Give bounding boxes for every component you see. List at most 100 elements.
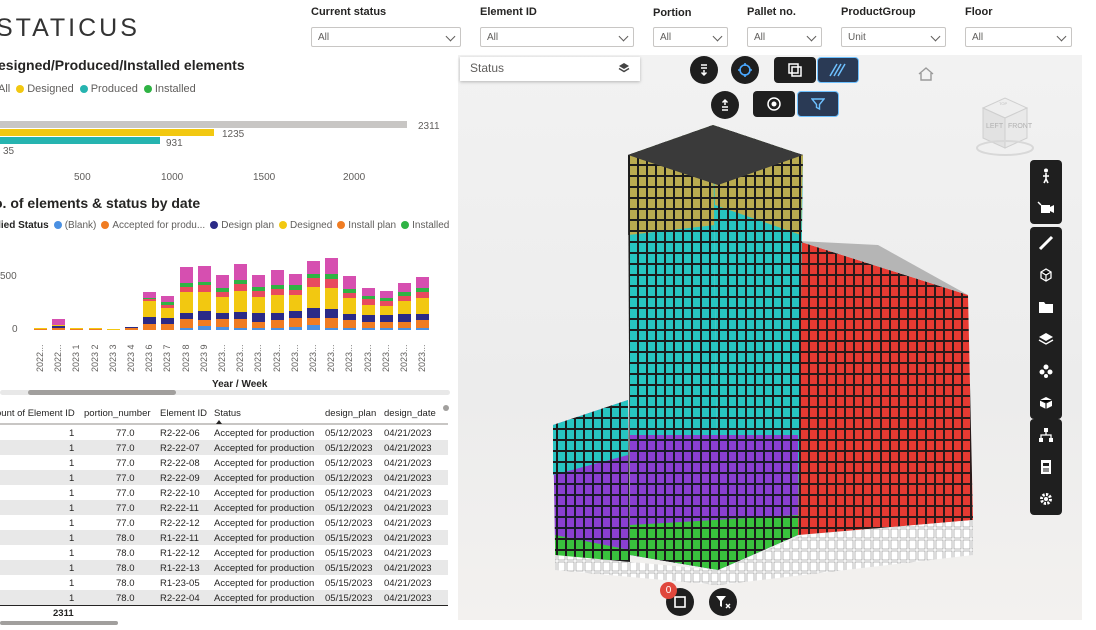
stack-segment[interactable] <box>125 327 138 330</box>
table-row[interactable]: 1 77.0 R2-22-09 Accepted for production 05/1… <box>0 470 448 485</box>
slicer-dropdown[interactable]: Unit <box>841 27 946 47</box>
stack-segment[interactable] <box>343 275 357 289</box>
stack-segment[interactable] <box>398 327 411 330</box>
stack-segment[interactable] <box>34 328 47 330</box>
stack-segment[interactable] <box>343 288 357 293</box>
slicer-dropdown[interactable]: All <box>480 27 634 47</box>
table-row[interactable]: 1 77.0 R2-22-08 Accepted for production 05/1… <box>0 455 448 470</box>
stack-segment[interactable] <box>343 320 357 328</box>
stack-segment[interactable] <box>307 286 320 308</box>
stack-segment[interactable] <box>234 280 248 285</box>
stack-segment[interactable] <box>234 319 248 328</box>
table-row[interactable]: 1 77.0 R2-22-06 Accepted for production 05/1… <box>0 425 448 440</box>
download-button[interactable] <box>690 56 718 84</box>
stack-segment[interactable] <box>416 291 430 299</box>
stack-segment[interactable] <box>179 319 193 328</box>
slicer-dropdown[interactable]: All <box>311 27 461 47</box>
stack-segment[interactable] <box>197 320 211 326</box>
col-header[interactable]: ount of Element ID <box>0 408 75 419</box>
stack-segment[interactable] <box>307 278 320 287</box>
stack-segment[interactable] <box>361 327 375 330</box>
table-hscroll[interactable] <box>0 621 118 625</box>
isolate-button[interactable] <box>753 91 795 117</box>
stack-segment[interactable] <box>179 327 193 330</box>
stack-segment[interactable] <box>307 324 320 330</box>
stack-segment[interactable] <box>252 286 266 291</box>
stack-segment[interactable] <box>379 305 393 316</box>
stack-segment[interactable] <box>70 328 84 330</box>
stack-segment[interactable] <box>343 292 357 299</box>
stack-segment[interactable] <box>143 299 157 302</box>
stack-segment[interactable] <box>143 323 157 330</box>
stack-segment[interactable] <box>216 287 229 292</box>
cube-face-front[interactable]: FRONT <box>1008 123 1033 130</box>
stack-segment[interactable] <box>270 327 284 330</box>
stack-segment[interactable] <box>197 266 211 283</box>
stack-segment[interactable] <box>161 318 175 324</box>
stack-segment[interactable] <box>343 298 357 315</box>
table-row[interactable]: 1 77.0 R2-22-07 Accepted for production 05/1… <box>0 440 448 455</box>
stack-segment[interactable] <box>361 296 375 300</box>
stack-segment[interactable] <box>288 289 302 296</box>
measure-button[interactable] <box>1030 227 1062 259</box>
table-row[interactable]: 1 78.0 R2-22-04 Accepted for production 05/1… <box>0 590 448 605</box>
stack-segment[interactable] <box>34 328 47 329</box>
table-row[interactable]: 1 77.0 R2-22-11 Accepted for production 05/1… <box>0 500 448 515</box>
stack-segment[interactable] <box>234 284 248 291</box>
structure-button[interactable] <box>1030 419 1062 451</box>
legend-item-all[interactable]: All <box>0 83 11 95</box>
stack-segment[interactable] <box>325 273 339 280</box>
stack-segment[interactable] <box>325 327 339 330</box>
slicer-product-group[interactable]: ProductGroup Unit <box>841 5 946 47</box>
stack-segment[interactable] <box>70 328 84 329</box>
stack-segment[interactable] <box>252 274 266 287</box>
clear-filter-button[interactable] <box>709 588 737 616</box>
stack-segment[interactable] <box>379 321 393 328</box>
stack-segment[interactable] <box>216 319 229 327</box>
stack-segment[interactable] <box>143 301 157 318</box>
stack-segment[interactable] <box>161 304 175 308</box>
stack-segment[interactable] <box>379 290 393 299</box>
folder-button[interactable] <box>1030 291 1062 323</box>
stack-segment[interactable] <box>288 285 302 290</box>
table-vscroll[interactable] <box>443 405 449 411</box>
stack-segment[interactable] <box>325 308 339 319</box>
stack-segment[interactable] <box>88 328 102 330</box>
stack-segment[interactable] <box>216 297 229 314</box>
bar-produced[interactable] <box>0 137 160 144</box>
stack-segment[interactable] <box>288 273 302 286</box>
model-button[interactable] <box>1030 387 1062 419</box>
legend-item-produced[interactable]: Produced <box>79 83 138 95</box>
legend-item-blank[interactable]: (Blank) <box>53 220 96 231</box>
slicer-current-status[interactable]: Current status All <box>311 5 461 47</box>
stack-segment[interactable] <box>52 325 66 328</box>
col-header[interactable]: portion_number <box>84 408 151 419</box>
stack-segment[interactable] <box>398 301 411 315</box>
stack-segment[interactable] <box>307 273 320 279</box>
legend-item-installed[interactable]: Installed <box>401 220 449 231</box>
stack-segment[interactable] <box>416 287 430 292</box>
legend-item-designed[interactable]: Designed <box>279 220 332 231</box>
stack-segment[interactable] <box>361 287 375 297</box>
stack-segment[interactable] <box>161 302 175 305</box>
stack-segment[interactable] <box>379 315 393 322</box>
stack-segment[interactable] <box>398 283 411 292</box>
stack-segment[interactable] <box>216 326 229 330</box>
stack-segment[interactable] <box>197 325 211 330</box>
stack-segment[interactable] <box>325 257 339 274</box>
building-model[interactable] <box>458 55 1082 620</box>
stack-segment[interactable] <box>143 291 157 299</box>
stack-segment[interactable] <box>106 328 120 330</box>
stack-segment[interactable] <box>398 291 411 297</box>
stack-segment[interactable] <box>361 299 375 305</box>
stack-segment[interactable] <box>416 320 430 328</box>
cube-face-top[interactable]: TOP <box>999 101 1007 106</box>
home-icon[interactable] <box>918 67 934 81</box>
slicer-dropdown[interactable]: All <box>653 27 728 47</box>
stack-segment[interactable] <box>270 320 284 328</box>
filter-toggle-button[interactable] <box>797 91 839 117</box>
stack-segment[interactable] <box>143 298 157 300</box>
stack-segment[interactable] <box>234 327 248 330</box>
explode-button[interactable] <box>1030 355 1062 387</box>
stack-segment[interactable] <box>252 321 266 328</box>
